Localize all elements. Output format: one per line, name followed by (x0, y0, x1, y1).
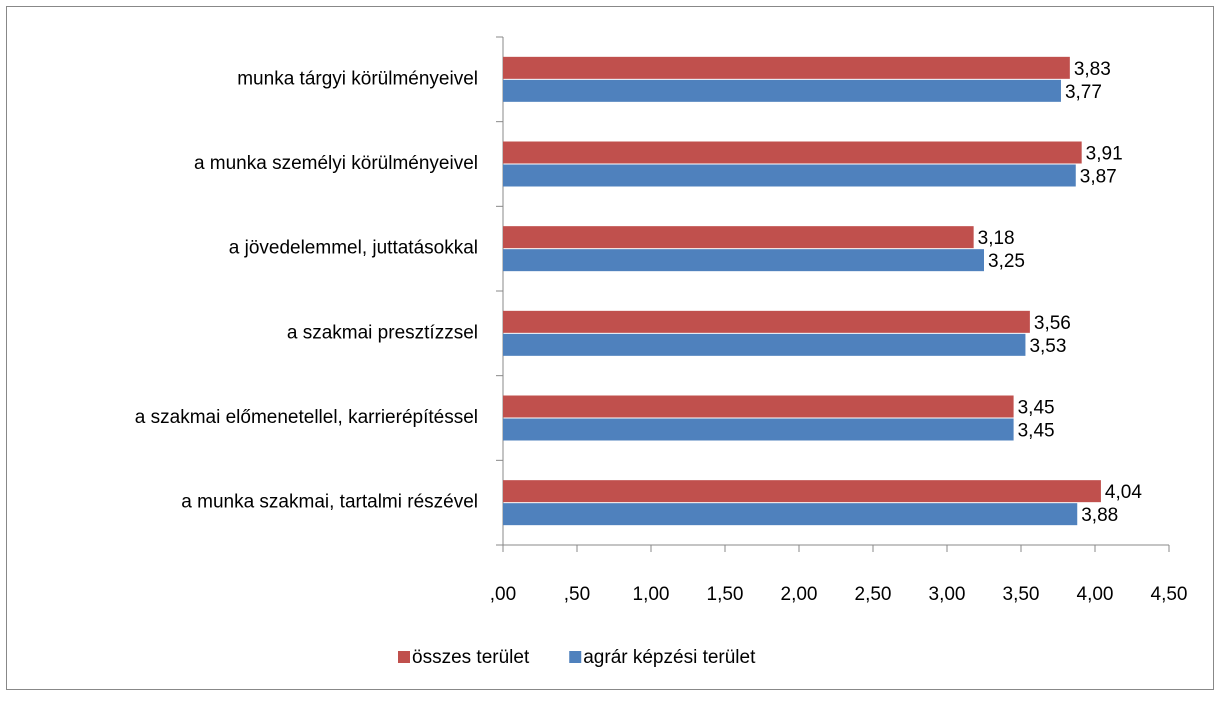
y-tick-label: a szakmai presztízzsel (287, 322, 478, 343)
bar (503, 503, 1078, 526)
bar (503, 249, 984, 272)
value-label: 3,18 (978, 228, 1015, 249)
bar (503, 226, 974, 249)
value-label: 4,04 (1105, 482, 1142, 503)
legend-label: összes terület (412, 647, 530, 668)
bar (503, 418, 1014, 441)
value-label: 3,25 (988, 251, 1025, 272)
value-label: 3,53 (1029, 336, 1066, 357)
value-label: 3,45 (1018, 421, 1055, 442)
y-tick-label: munka tárgyi körülményeivel (237, 68, 478, 89)
x-tick-label: 4,00 (1077, 584, 1114, 605)
x-tick-label: ,50 (564, 584, 590, 605)
legend-label: agrár képzési terület (583, 647, 756, 668)
bar (503, 333, 1026, 356)
bar (503, 141, 1082, 164)
value-label: 3,56 (1034, 313, 1071, 334)
value-label: 3,91 (1086, 144, 1123, 165)
y-tick-label: a munka szakmai, tartalmi részével (181, 492, 478, 513)
bar (503, 56, 1070, 79)
bar (503, 79, 1061, 102)
legend-swatch (398, 651, 410, 663)
value-label: 3,87 (1080, 167, 1117, 188)
x-tick-label: 1,00 (633, 584, 670, 605)
bar (503, 164, 1076, 187)
x-tick-label: 2,00 (781, 584, 818, 605)
value-label: 3,88 (1081, 505, 1118, 526)
x-tick-label: 3,50 (1003, 584, 1040, 605)
y-tick-label: a munka személyi körülményeivel (194, 153, 478, 174)
y-tick-label: a szakmai előmenetellel, karrierépítésse… (135, 407, 478, 428)
value-label: 3,77 (1065, 82, 1102, 103)
x-tick-label: ,00 (490, 584, 516, 605)
x-tick-label: 2,50 (855, 584, 892, 605)
bar (503, 480, 1101, 503)
value-label: 3,45 (1018, 398, 1055, 419)
y-tick-label: a jövedelemmel, juttatásokkal (229, 238, 478, 259)
x-tick-label: 4,50 (1151, 584, 1188, 605)
x-tick-label: 1,50 (707, 584, 744, 605)
value-label: 3,83 (1074, 59, 1111, 80)
x-tick-label: 3,00 (929, 584, 966, 605)
bar (503, 310, 1030, 333)
bar (503, 395, 1014, 418)
legend-swatch (569, 651, 582, 663)
